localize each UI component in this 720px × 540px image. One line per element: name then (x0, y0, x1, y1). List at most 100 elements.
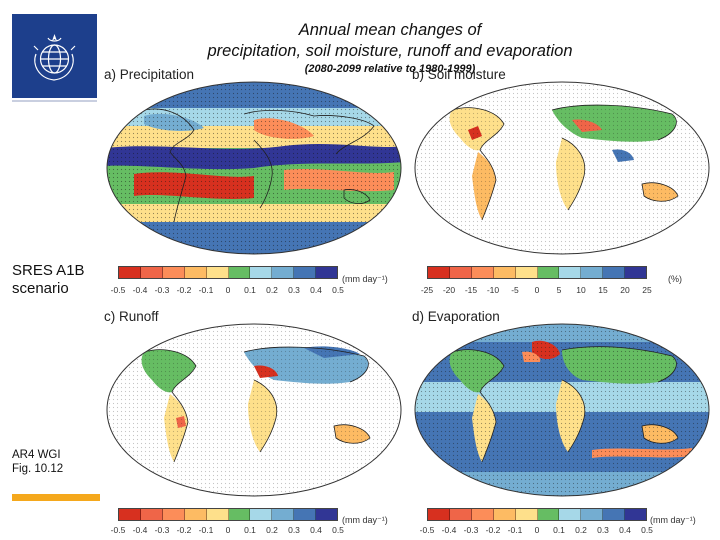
colorbar-swatch (206, 509, 229, 520)
scenario-line-2: scenario (12, 280, 69, 297)
colorbar-tick-label: -0.5 (110, 285, 126, 295)
colorbar-swatch (119, 267, 141, 278)
colorbar-swatch (428, 509, 450, 520)
colorbar-tick-label: 0.5 (332, 525, 344, 535)
colorbar-swatch (581, 267, 604, 278)
colorbar-tick-label: -5 (511, 285, 519, 295)
colorbar-tick-label: -0.2 (176, 285, 192, 295)
evaporation-colorbar (427, 508, 647, 521)
colorbar-swatch (428, 267, 450, 278)
colorbar-swatch (206, 267, 229, 278)
colorbar-swatch (228, 509, 251, 520)
colorbar-swatch (449, 267, 472, 278)
colorbar-tick-label: -10 (486, 285, 500, 295)
wmo-logo (12, 14, 97, 98)
colorbar-swatch (625, 267, 647, 278)
colorbar-swatch (162, 267, 185, 278)
colorbar-swatch (272, 267, 295, 278)
panel-c-label: c) Runoff (104, 309, 159, 324)
colorbar-tick-label: -0.4 (132, 525, 148, 535)
colorbar-swatch (625, 509, 647, 520)
colorbar-swatch (515, 509, 538, 520)
colorbar-tick-label: 0 (225, 525, 231, 535)
colorbar-tick-label: 0.4 (310, 285, 322, 295)
source-line-1: AR4 WGI (12, 449, 61, 461)
colorbar-swatch (449, 509, 472, 520)
colorbar-swatch (515, 267, 538, 278)
evaporation-unit: (mm day⁻¹) (650, 515, 696, 525)
colorbar-tick-label: 0.2 (575, 525, 587, 535)
soil-moisture-unit: (%) (668, 274, 682, 284)
runoff-unit: (mm day⁻¹) (342, 515, 388, 525)
colorbar-swatch (493, 267, 516, 278)
colorbar-swatch (471, 267, 494, 278)
runoff-colorbar (118, 508, 338, 521)
colorbar-swatch (250, 267, 273, 278)
colorbar-swatch (184, 509, 207, 520)
colorbar-tick-label: 0.4 (619, 525, 631, 535)
colorbar-tick-label: -15 (464, 285, 478, 295)
logo-divider (12, 100, 97, 102)
colorbar-tick-label: -0.4 (132, 285, 148, 295)
scenario-label: SRES A1B scenario (12, 262, 85, 298)
colorbar-tick-label: 0.5 (641, 525, 653, 535)
soil-moisture-colorbar (427, 266, 647, 279)
panel-b-label: b) Soil moisture (412, 67, 506, 82)
colorbar-swatch (559, 267, 582, 278)
colorbar-tick-label: 15 (598, 285, 608, 295)
colorbar-swatch (603, 509, 626, 520)
colorbar-swatch (316, 509, 338, 520)
colorbar-swatch (603, 267, 626, 278)
colorbar-swatch (140, 509, 163, 520)
colorbar-swatch (272, 509, 295, 520)
colorbar-tick-label: 0 (225, 285, 231, 295)
colorbar-tick-label: 10 (576, 285, 586, 295)
scenario-line-1: SRES A1B (12, 262, 85, 279)
colorbar-tick-label: -0.5 (419, 525, 435, 535)
panel-d-label: d) Evaporation (412, 309, 500, 324)
colorbar-tick-label: -0.1 (198, 285, 214, 295)
colorbar-swatch (581, 509, 604, 520)
precipitation-unit: (mm day⁻¹) (342, 274, 388, 284)
colorbar-tick-label: -25 (420, 285, 434, 295)
runoff-map (104, 322, 404, 498)
colorbar-swatch (471, 509, 494, 520)
colorbar-tick-label: -0.3 (463, 525, 479, 535)
source-line-2: Fig. 10.12 (12, 463, 64, 475)
colorbar-tick-label: -0.3 (154, 525, 170, 535)
source-label: AR4 WGI Fig. 10.12 (12, 448, 63, 476)
colorbar-swatch (493, 509, 516, 520)
colorbar-tick-label: 0.1 (553, 525, 565, 535)
colorbar-swatch (537, 267, 560, 278)
colorbar-swatch (559, 509, 582, 520)
panel-a-label: a) Precipitation (104, 67, 195, 82)
colorbar-tick-label: 0.1 (244, 525, 256, 535)
colorbar-tick-label: -0.2 (176, 525, 192, 535)
colorbar-tick-label: 0 (534, 285, 540, 295)
precipitation-map (104, 80, 404, 256)
colorbar-swatch (316, 267, 338, 278)
soil-moisture-map (412, 80, 712, 256)
colorbar-swatch (294, 267, 317, 278)
colorbar-swatch (250, 509, 273, 520)
colorbar-tick-label: -0.3 (154, 285, 170, 295)
colorbar-swatch (140, 267, 163, 278)
colorbar-tick-label: 0.2 (266, 285, 278, 295)
precipitation-colorbar (118, 266, 338, 279)
colorbar-tick-label: 0.3 (597, 525, 609, 535)
colorbar-tick-label: -0.4 (441, 525, 457, 535)
colorbar-tick-label: 0.5 (332, 285, 344, 295)
page-subtitle: (2080-2099 relative to 1980-1999) (304, 63, 476, 75)
colorbar-tick-label: 25 (642, 285, 652, 295)
colorbar-swatch (228, 267, 251, 278)
page-title: Annual mean changes of precipitation, so… (120, 20, 660, 62)
colorbar-tick-label: 0.3 (288, 525, 300, 535)
colorbar-swatch (294, 509, 317, 520)
colorbar-swatch (162, 509, 185, 520)
colorbar-tick-label: 0.4 (310, 525, 322, 535)
colorbar-swatch (184, 267, 207, 278)
colorbar-tick-label: -0.1 (198, 525, 214, 535)
colorbar-tick-label: 5 (556, 285, 562, 295)
colorbar-tick-label: 0.1 (244, 285, 256, 295)
colorbar-tick-label: 0.2 (266, 525, 278, 535)
